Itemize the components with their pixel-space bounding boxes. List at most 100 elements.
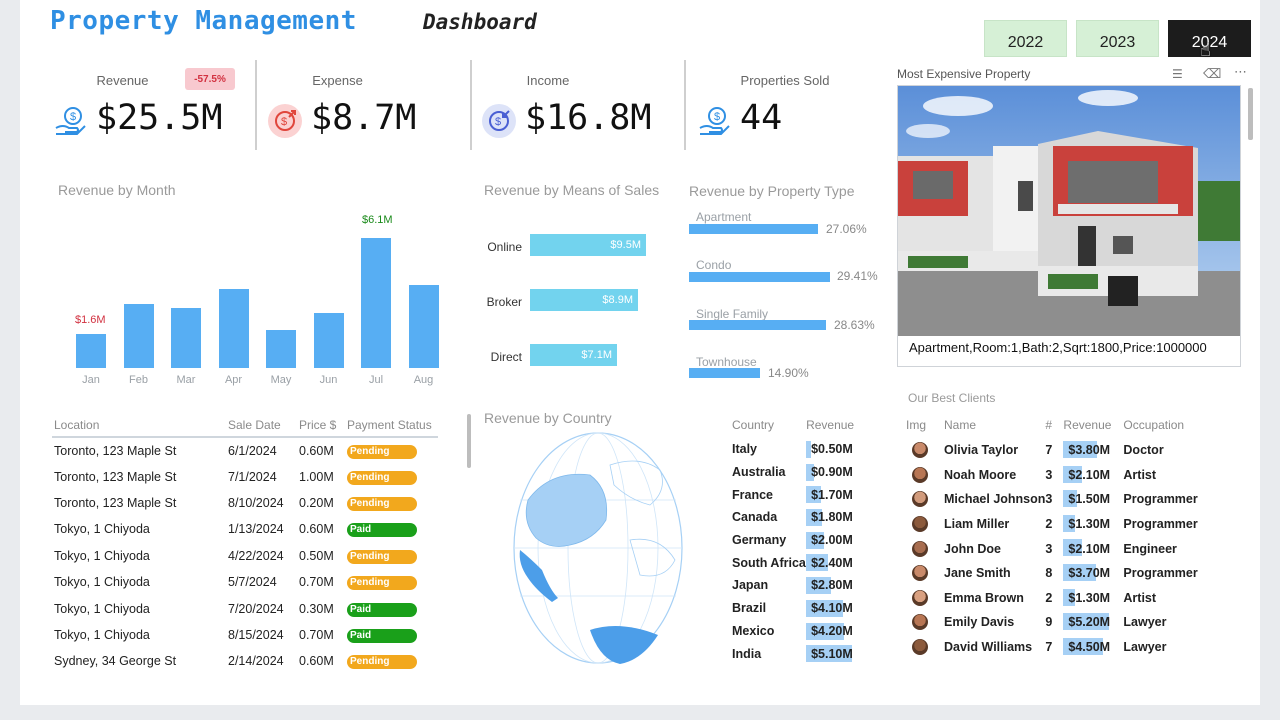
- country-table: Country Revenue Italy $0.50M Australia $0.9…: [730, 412, 865, 665]
- status-badge: Pending: [347, 576, 417, 591]
- client-name: Emma Brown: [944, 590, 1024, 605]
- country-name: Japan: [732, 578, 769, 593]
- cell-sale-date: 8/15/2024: [228, 627, 284, 642]
- table-row[interactable]: Noah Moore 3 $2.10M Artist: [904, 463, 1200, 488]
- table-row[interactable]: Jane Smith 8 $3.70M Programmer: [904, 561, 1200, 586]
- table-row[interactable]: Toronto, 123 Maple St 8/10/2024 0.20M Pendi…: [52, 490, 438, 516]
- month-bar[interactable]: [361, 238, 391, 368]
- type-bar-condo[interactable]: [689, 272, 830, 282]
- table-row[interactable]: Liam Miller 2 $1.30M Programmer: [904, 512, 1200, 537]
- status-badge: Pending: [347, 655, 417, 670]
- cell-price: 0.60M: [299, 654, 334, 669]
- table-row[interactable]: David Williams 7 $4.50M Lawyer: [904, 635, 1200, 660]
- cell-sale-date: 5/7/2024: [228, 575, 277, 590]
- table-row[interactable]: Emily Davis 9 $5.20M Lawyer: [904, 610, 1200, 635]
- column-name[interactable]: Name: [944, 418, 977, 432]
- table-row[interactable]: Japan $2.80M: [730, 574, 865, 597]
- globe-map[interactable]: [510, 430, 685, 680]
- revenue-value: $3.70M: [1068, 566, 1111, 581]
- year-button-2024[interactable]: 2024: [1168, 20, 1251, 57]
- table-row[interactable]: Toronto, 123 Maple St 6/1/2024 0.60M Pendin…: [52, 437, 438, 463]
- type-bar-apartment[interactable]: [689, 224, 818, 234]
- means-bar-broker[interactable]: $8.9M: [530, 289, 638, 311]
- means-bar-online[interactable]: $9.5M: [530, 234, 646, 256]
- table-row[interactable]: Tokyo, 1 Chiyoda 5/7/2024 0.70M Pending: [52, 569, 438, 595]
- avatar: [912, 491, 928, 508]
- month-bar[interactable]: [266, 329, 296, 368]
- table-row[interactable]: Tokyo, 1 Chiyoda 1/13/2024 0.60M Paid: [52, 516, 438, 542]
- table-row[interactable]: Michael Johnson 3 $1.50M Programmer: [904, 487, 1200, 512]
- country-revenue: $2.80M: [806, 574, 865, 597]
- client-count: 7: [1045, 640, 1053, 655]
- country-revenue: $0.50M: [806, 438, 865, 461]
- type-pct-apartment: 27.06%: [826, 222, 867, 236]
- eraser-icon[interactable]: ⌫: [1203, 66, 1222, 81]
- column-country[interactable]: Country: [732, 418, 775, 432]
- country-revenue: $4.10M: [806, 597, 865, 620]
- revenue-bar: [1063, 539, 1082, 557]
- month-bar[interactable]: [408, 284, 439, 368]
- table-row[interactable]: Australia $0.90M: [730, 461, 865, 484]
- column-client-revenue[interactable]: Revenue: [1063, 418, 1112, 432]
- more-options-icon[interactable]: ⋯: [1234, 64, 1247, 79]
- avatar: [912, 639, 928, 656]
- table-row[interactable]: Tokyo, 1 Chiyoda 7/20/2024 0.30M Paid: [52, 595, 438, 621]
- column-img[interactable]: Img: [906, 418, 927, 432]
- column-sale-date[interactable]: Sale Date: [228, 413, 299, 438]
- table-row[interactable]: Germany $2.00M: [730, 529, 865, 552]
- revenue-value: $3.80M: [1068, 443, 1111, 458]
- cell-price: 0.60M: [299, 522, 334, 537]
- page-title: Property Management: [50, 6, 357, 36]
- year-button-2023[interactable]: 2023: [1076, 20, 1159, 57]
- revenue-by-month-chart[interactable]: Jan Feb Mar Apr May Jun Jul Aug: [66, 210, 456, 390]
- type-bar-single-family[interactable]: [689, 320, 826, 330]
- table-row[interactable]: Italy $0.50M: [730, 438, 865, 461]
- kpi-divider: [684, 60, 686, 150]
- photo-scrollbar[interactable]: [1248, 88, 1253, 140]
- avatar: [912, 565, 928, 582]
- table-row[interactable]: Olivia Taylor 7 $3.80M Doctor: [904, 438, 1200, 463]
- table-row[interactable]: Brazil $4.10M: [730, 597, 865, 620]
- cell-price: 0.20M: [299, 495, 334, 510]
- country-revenue: $0.90M: [806, 461, 865, 484]
- revenue-value: $2.80M: [811, 578, 853, 593]
- column-revenue[interactable]: Revenue: [806, 418, 855, 432]
- kpi-income-label: Income: [526, 73, 570, 88]
- month-bar[interactable]: [123, 304, 154, 368]
- month-bar[interactable]: [218, 289, 249, 368]
- client-occupation: Programmer: [1123, 492, 1198, 507]
- means-bar-direct[interactable]: $7.1M: [530, 344, 617, 366]
- column-price[interactable]: Price $: [299, 413, 347, 438]
- type-bar-townhouse[interactable]: [689, 368, 760, 378]
- type-pct-townhouse: 14.90%: [768, 366, 809, 380]
- table-row[interactable]: South Africa $2.40M: [730, 551, 865, 574]
- table-row[interactable]: Canada $1.80M: [730, 506, 865, 529]
- client-avatar-cell: [904, 610, 944, 635]
- table-row[interactable]: India $5.10M: [730, 642, 865, 665]
- column-count[interactable]: #: [1045, 418, 1053, 432]
- table-scrollbar[interactable]: [467, 414, 471, 468]
- column-payment-status[interactable]: Payment Status: [347, 413, 438, 438]
- table-row[interactable]: Tokyo, 1 Chiyoda 8/15/2024 0.70M Paid: [52, 622, 438, 648]
- month-bar[interactable]: [76, 333, 106, 368]
- filter-icon[interactable]: ☰: [1172, 67, 1183, 81]
- table-row[interactable]: John Doe 3 $2.10M Engineer: [904, 536, 1200, 561]
- month-bar[interactable]: [171, 308, 201, 368]
- client-name: Noah Moore: [944, 467, 1017, 482]
- table-row[interactable]: Tokyo, 1 Chiyoda 4/22/2024 0.50M Pending: [52, 543, 438, 569]
- month-bar[interactable]: [313, 312, 344, 368]
- revenue-bar: [806, 622, 844, 640]
- table-row[interactable]: Sydney, 34 George St 2/14/2024 0.60M Pendin…: [52, 648, 438, 674]
- revenue-value: $4.50M: [1068, 640, 1111, 655]
- table-row[interactable]: Toronto, 123 Maple St 7/1/2024 1.00M Pendin…: [52, 463, 438, 489]
- means-label-direct: Direct: [490, 350, 522, 364]
- column-location[interactable]: Location: [52, 413, 228, 438]
- revenue-value: $1.50M: [1068, 492, 1111, 507]
- table-row[interactable]: Emma Brown 2 $1.30M Artist: [904, 586, 1200, 611]
- year-button-2022[interactable]: 2022: [984, 20, 1067, 57]
- kpi-divider: [470, 60, 472, 150]
- cell-location: Tokyo, 1 Chiyoda: [54, 522, 150, 537]
- table-row[interactable]: France $1.70M: [730, 483, 865, 506]
- column-occupation[interactable]: Occupation: [1123, 418, 1185, 432]
- table-row[interactable]: Mexico $4.20M: [730, 620, 865, 643]
